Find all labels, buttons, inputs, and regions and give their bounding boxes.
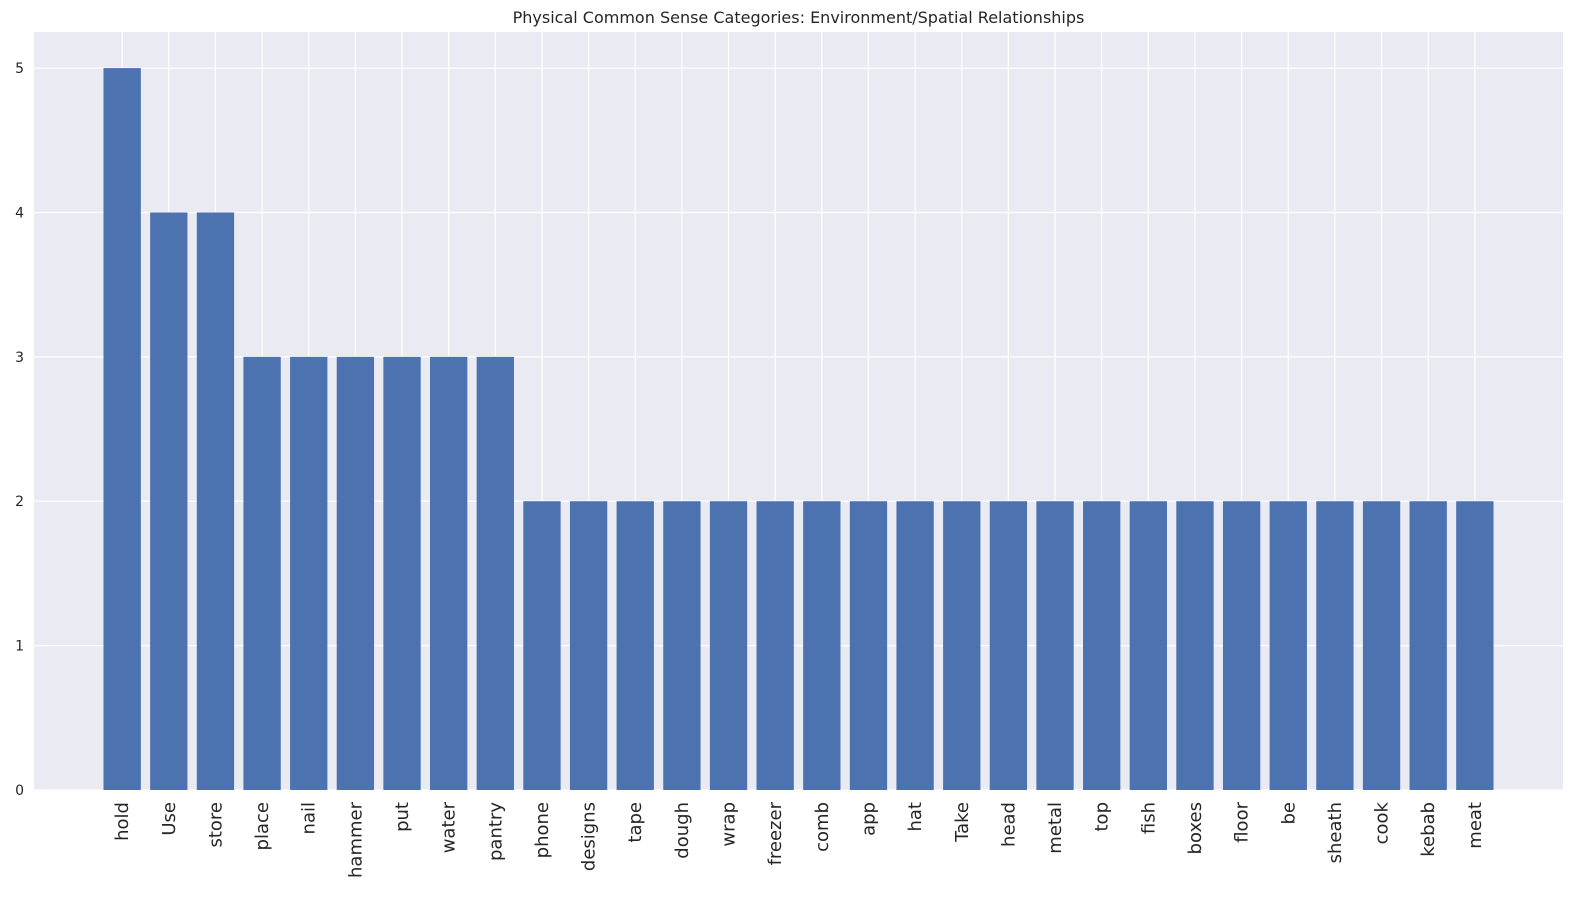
x-tick-label: cook (1372, 801, 1393, 844)
y-tick-label: 3 (15, 350, 24, 366)
bar-put (383, 356, 421, 790)
bar-use (150, 212, 188, 790)
bar-dough (663, 501, 701, 790)
x-tick-label: phone (532, 802, 553, 858)
bar-designs (569, 501, 608, 790)
y-tick-label: 1 (15, 639, 24, 655)
x-tick-label: store (205, 802, 226, 848)
bar-top (1083, 501, 1121, 790)
y-tick-label: 4 (15, 205, 24, 221)
bar-hold (103, 68, 141, 791)
bar-hat (896, 501, 934, 790)
x-tick-label: kebab (1418, 802, 1439, 857)
x-tick-label: place (252, 802, 273, 850)
bar-boxes (1176, 501, 1214, 790)
x-tick-label: top (1092, 802, 1113, 832)
x-tick-label: fish (1138, 802, 1159, 834)
y-tick-label: 5 (15, 61, 24, 77)
x-tick-label: Take (952, 802, 973, 843)
x-tick-label: boxes (1185, 802, 1206, 854)
x-tick-label: freezer (765, 801, 786, 865)
bar-meat (1456, 501, 1494, 790)
bar-sheath (1316, 501, 1354, 790)
x-tick-label: sheath (1325, 802, 1346, 863)
x-tick-label: pantry (485, 802, 506, 861)
bar-store (196, 212, 235, 790)
bar-comb (803, 501, 841, 790)
x-tick-label: hat (905, 802, 926, 832)
bar-metal (1036, 501, 1074, 790)
bar-head (989, 501, 1028, 790)
x-tick-label: designs (579, 802, 600, 871)
x-tick-label: tape (625, 802, 646, 843)
bar-place (243, 356, 281, 790)
plot-background (34, 32, 1563, 790)
bar-floor (1222, 501, 1261, 790)
x-tick-label: wrap (719, 802, 740, 847)
x-tick-label: hold (112, 802, 133, 841)
chart-title: Physical Common Sense Categories: Enviro… (513, 8, 1085, 27)
x-tick-label: meat (1465, 802, 1486, 849)
bar-water (430, 356, 468, 790)
bar-freezer (756, 501, 794, 790)
x-tick-label: floor (1232, 801, 1253, 842)
bars (103, 68, 1494, 791)
x-tick-label: comb (812, 802, 833, 852)
x-tick-label: app (858, 802, 879, 836)
bar-kebab (1409, 501, 1447, 790)
x-axis-ticks: hold Use store place nail hammer put water pantr… (112, 801, 1486, 878)
bar-take (943, 501, 981, 790)
x-tick-label: nail (299, 802, 320, 834)
y-axis-ticks: 0 1 2 3 4 5 (15, 61, 24, 799)
y-tick-label: 0 (15, 783, 24, 799)
bar-hammer (336, 356, 375, 790)
x-tick-label: dough (672, 802, 693, 859)
x-tick-label: hammer (345, 801, 366, 878)
x-tick-label: metal (1045, 802, 1066, 854)
y-tick-label: 2 (15, 494, 24, 510)
bar-tape (616, 501, 654, 790)
x-tick-label: Use (159, 802, 180, 836)
bar-cook (1362, 501, 1401, 790)
x-tick-label: water (439, 801, 460, 853)
x-tick-label: put (392, 802, 413, 832)
bar-nail (290, 356, 328, 790)
x-tick-label: be (1278, 802, 1299, 825)
bar-phone (523, 501, 561, 790)
bar-wrap (709, 501, 748, 790)
bar-app (849, 501, 888, 790)
x-tick-label: head (998, 802, 1019, 847)
bar-fish (1129, 501, 1167, 790)
bar-pantry (476, 356, 514, 790)
bar-be (1269, 501, 1307, 790)
